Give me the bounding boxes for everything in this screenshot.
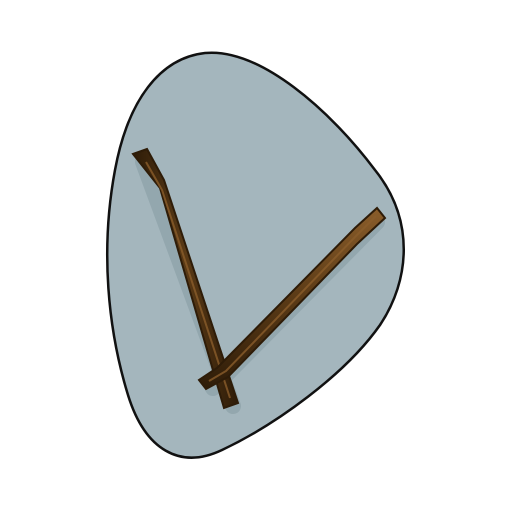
stick-left — [131, 147, 240, 410]
stick-right — [197, 206, 387, 391]
stone-shape — [105, 51, 405, 459]
